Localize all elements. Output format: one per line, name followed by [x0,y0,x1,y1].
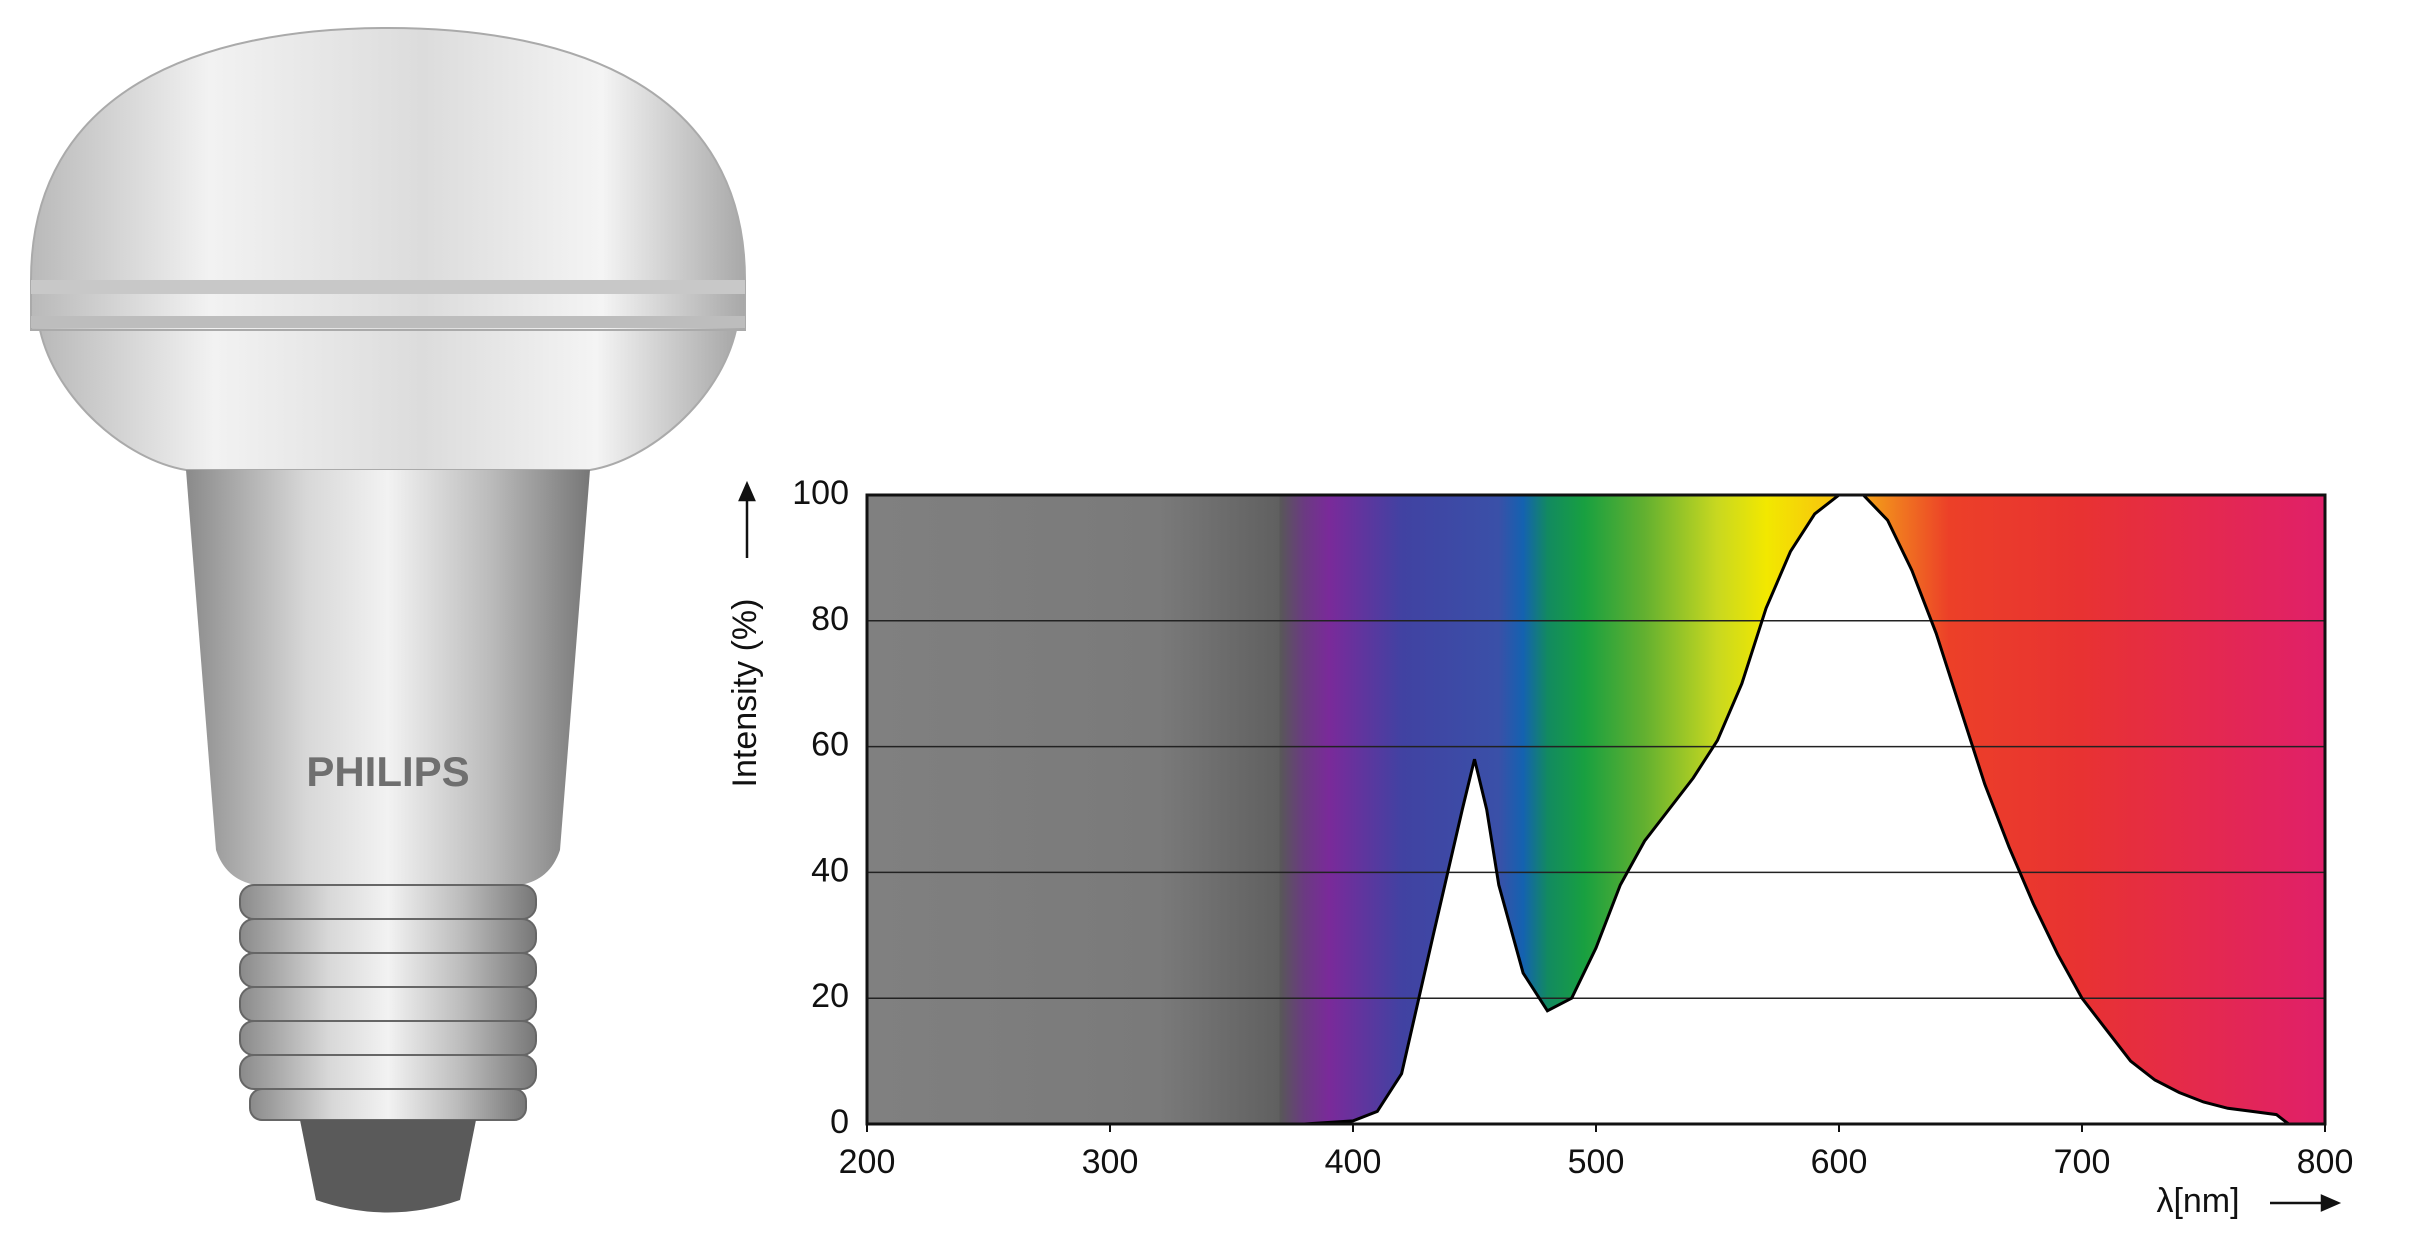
chart [865,493,2327,1132]
bulb-photo: PHILIPS [30,26,746,1213]
x-tick-label: 600 [1811,1143,1868,1181]
spectrum-curve [867,493,2290,1126]
x-axis-label: λ[nm] [2156,1182,2239,1220]
y-tick-label: 20 [811,977,849,1015]
area-fill [867,495,2289,1124]
y-tick-label: 80 [811,600,849,638]
plot-frame [865,493,2327,1126]
axis-arrows [738,480,2342,1212]
x-tick-label: 800 [2297,1143,2354,1181]
y-tick-label: 40 [811,851,849,889]
x-tick-label: 200 [839,1143,896,1181]
y-tick-label: 0 [830,1103,849,1141]
y-tick-label: 100 [792,474,849,512]
brand-label: PHILIPS [306,748,469,795]
y-axis-label: Intensity (%) [726,599,764,788]
x-tick-label: 700 [2054,1143,2111,1181]
x-tick-label: 500 [1568,1143,1625,1181]
x-tick-label: 400 [1325,1143,1382,1181]
x-tick-label: 300 [1082,1143,1139,1181]
y-tick-label: 60 [811,726,849,764]
